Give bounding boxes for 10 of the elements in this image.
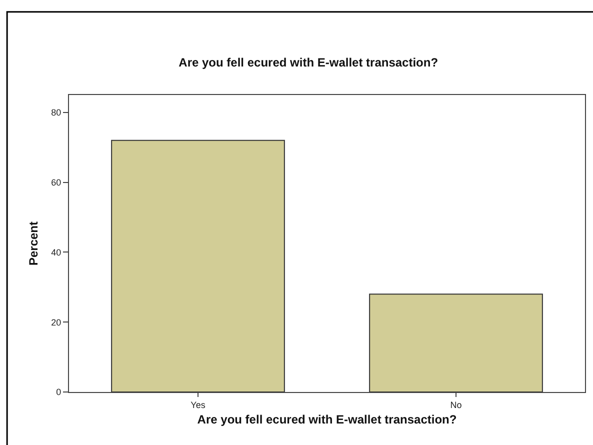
x-tick-label: No <box>450 400 462 410</box>
x-axis-title: Are you fell ecured with E-wallet transaction? <box>197 412 457 427</box>
chart-title: Are you fell ecured with E-wallet transaction? <box>178 56 438 70</box>
y-tick-label: 20 <box>51 317 62 328</box>
y-tick-label: 0 <box>56 387 62 398</box>
y-tick-label: 40 <box>51 247 62 258</box>
y-axis-title: Percent <box>26 221 40 266</box>
y-tick-label: 80 <box>51 108 62 118</box>
x-tick-label: Yes <box>190 400 206 410</box>
y-tick-label: 60 <box>51 178 62 188</box>
